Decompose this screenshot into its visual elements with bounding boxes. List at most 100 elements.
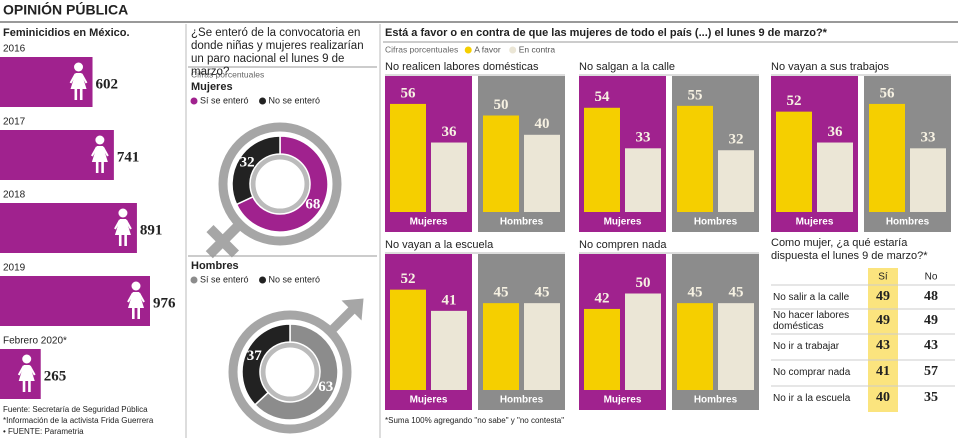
icon-arms [17,365,36,376]
cell-value: 40 [876,390,890,405]
symbol-ring [218,122,342,246]
category-label: Mujeres [410,217,448,228]
value-label: 41 [442,292,457,308]
bar [431,310,467,390]
value-label: 36 [828,124,844,140]
bar [524,303,560,390]
value-label: 36 [442,124,458,140]
value-label: 52 [401,271,416,287]
icon-arms [114,219,132,230]
icon-leg [118,235,122,246]
subtitle: Cifras porcentuales [191,69,264,79]
legend-label: A favor [474,44,501,54]
donut-slice [253,323,339,421]
icon-leg [137,308,140,319]
panel-title: No vayan a la escuela [385,239,494,251]
cell-value: 57 [924,364,938,379]
value-label: 45 [494,285,509,301]
category-label: Hombres [500,217,544,228]
bar [524,134,560,212]
legend-label: En contra [519,44,556,54]
footnote: • FUENTE: Parametria [3,427,84,436]
icon-head [74,62,84,72]
bar [677,105,713,212]
category-label: Hombres [500,395,544,406]
value-label: 741 [117,149,140,165]
cell-value: 49 [924,313,938,328]
table-title: Como mujer, ¿a qué estaría dispuesta el … [771,237,928,262]
value-label: 32 [729,132,744,148]
value-label: 50 [494,97,509,113]
symbol-ring [228,310,352,434]
bar [718,150,754,212]
bar [431,142,467,212]
value-label: 32 [240,155,255,171]
legend-label: Sí se enteró [200,274,249,284]
icon-head [22,354,32,364]
row-label: No ir a la escuela [773,392,851,404]
category-label: 2017 [3,117,26,128]
icon-leg [79,89,83,100]
value-label: 40 [535,116,550,132]
value-label: 63 [318,379,333,395]
cell-value: 49 [876,289,890,304]
question: ¿Se enteró de la convocatoria en donde n… [191,27,364,78]
bar [0,203,137,253]
category-label: Mujeres [604,395,642,406]
bar [817,142,853,212]
category-label: 2019 [3,263,26,274]
bar [869,103,905,212]
group-name: Mujeres [191,81,233,93]
symbol-arrow [329,306,356,333]
icon-leg [22,381,26,392]
icon-head [118,208,128,218]
bar [718,303,754,390]
value-label: 52 [787,93,802,109]
cell-value: 41 [876,364,890,379]
value-label: 265 [44,368,67,384]
icon-leg [74,89,78,100]
value-label: 56 [880,85,896,101]
value-label: 976 [153,295,176,311]
icon-leg [124,235,127,246]
bar [390,103,426,212]
woman-icon [91,135,109,173]
icon-head [95,135,105,145]
inner-ring [250,154,310,214]
panel-title: No vayan a sus trabajos [771,61,890,73]
value-label: 45 [535,285,550,301]
panel-title: No compren nada [579,239,667,251]
legend-swatch [190,97,198,105]
bar [0,276,150,326]
woman-icon [127,281,145,319]
symbol-cross [206,225,239,258]
category-label: Mujeres [604,217,642,228]
group-name: Hombres [191,260,239,272]
icon-leg [101,162,104,173]
value-label: 45 [688,285,703,301]
value-label: 55 [688,87,703,103]
footnote: *Suma 100% agregando "no sabe" y "no con… [385,416,564,425]
value-label: 37 [247,348,263,364]
bar [625,293,661,390]
column-highlight [868,268,898,412]
icon-leg [132,308,135,319]
legend-label: Sí se enteró [200,95,249,105]
bar [584,107,620,212]
legend-swatch [259,276,267,284]
icon-arms [91,146,109,157]
bar [625,148,661,212]
subtitle: Cifras porcentuales [385,44,458,54]
cell-value: 35 [924,390,938,405]
bar [677,303,713,390]
value-label: 50 [636,275,651,291]
icon-leg [28,381,31,392]
bar [483,303,519,390]
bar [910,148,946,212]
woman-icon [69,62,88,100]
donut-slice [231,135,281,206]
value-label: 33 [636,130,651,146]
legend-label: No se enteró [269,274,321,284]
category-label: Hombres [694,217,738,228]
column-header: No [925,272,938,283]
